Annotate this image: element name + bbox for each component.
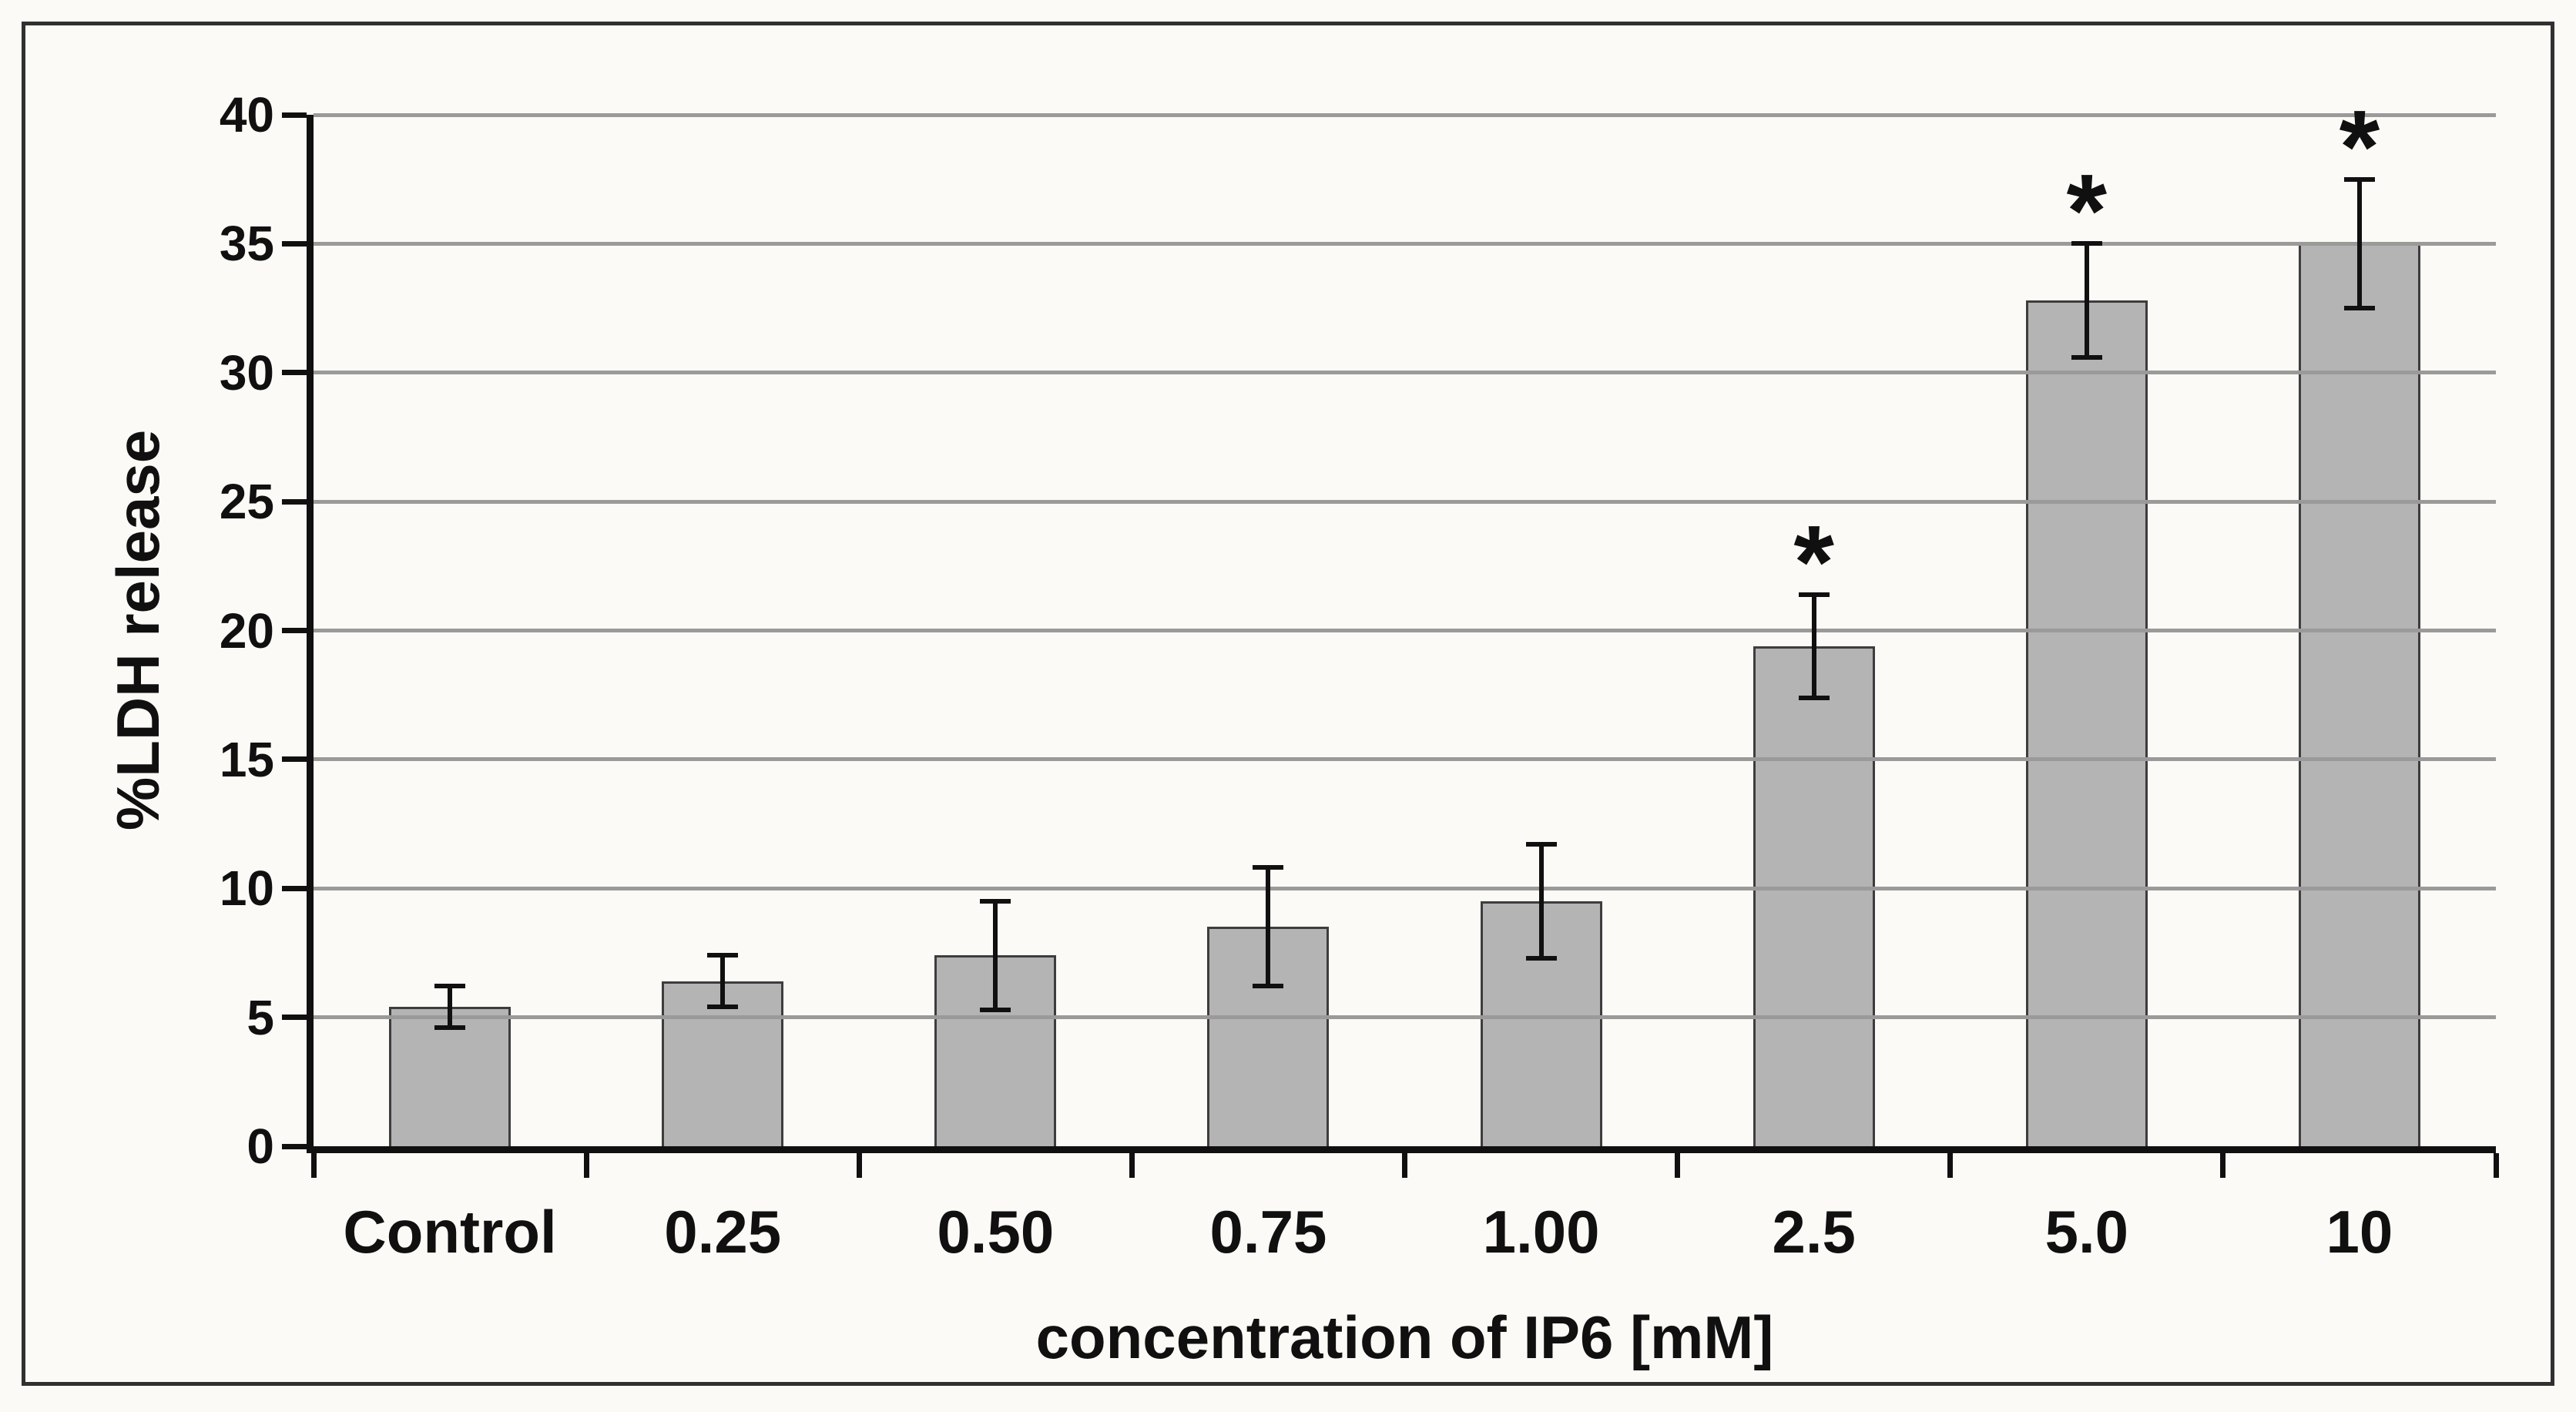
error-bar-cap-bottom (2343, 306, 2375, 311)
y-tick-label: 25 (219, 474, 274, 530)
x-tick-label: 2.5 (1772, 1198, 1856, 1266)
x-axis-tick (856, 1153, 862, 1178)
x-tick-label: 0.25 (664, 1198, 782, 1266)
error-bar-line (993, 901, 998, 1010)
y-tick-label: 0 (247, 1119, 274, 1174)
y-gridline (314, 241, 2496, 246)
error-bar-cap-bottom (707, 1004, 739, 1010)
error-bar-cap-bottom (980, 1007, 1011, 1012)
error-bar-cap-top (980, 898, 1011, 904)
x-axis-tick (1675, 1153, 1681, 1178)
error-bar-line (2356, 179, 2362, 309)
y-gridline (314, 371, 2496, 375)
significance-asterisk: * (2066, 153, 2108, 270)
x-axis-tick (1129, 1153, 1135, 1178)
plot-area (314, 112, 2496, 1146)
y-axis-tick (282, 885, 307, 891)
y-axis-tick (282, 628, 307, 633)
x-tick-label: 0.75 (1209, 1198, 1327, 1266)
y-axis-tick (282, 240, 307, 247)
error-bar-line (720, 955, 726, 1008)
y-gridline (314, 112, 2496, 117)
bar (1753, 646, 1875, 1146)
x-tick-label: 1.00 (1482, 1198, 1600, 1266)
error-bar-cap-top (2071, 241, 2102, 247)
y-tick-label: 40 (219, 87, 274, 143)
y-axis-tick (282, 1015, 307, 1021)
x-axis-tick (1402, 1153, 1407, 1178)
error-bar-cap-bottom (434, 1025, 466, 1030)
x-tick-label: Control (343, 1198, 557, 1266)
y-tick-label: 35 (219, 216, 274, 272)
x-axis-tick (310, 1153, 317, 1178)
y-tick-label: 20 (219, 602, 274, 659)
significance-asterisk: * (2339, 88, 2380, 205)
y-tick-label: 30 (219, 344, 274, 401)
error-bar-line (1266, 867, 1271, 987)
y-gridline (314, 886, 2496, 890)
x-tick-label: 10 (2326, 1198, 2393, 1266)
x-axis-tick (1947, 1153, 1954, 1178)
bar (2025, 300, 2148, 1146)
y-axis-tick (282, 1143, 307, 1149)
error-bar-cap-bottom (1253, 984, 1284, 989)
error-bar-cap-bottom (2071, 354, 2102, 360)
error-bar-cap-top (1798, 592, 1830, 597)
error-bar-cap-bottom (1798, 695, 1830, 700)
x-axis-tick (2493, 1153, 2499, 1178)
error-bar-cap-top (434, 984, 466, 989)
error-bar-line (1811, 594, 1816, 698)
y-gridline (314, 757, 2496, 762)
y-axis-tick (282, 756, 307, 763)
figure-frame (22, 22, 2554, 1386)
y-gridline (314, 629, 2496, 632)
error-bar-line (1538, 844, 1544, 958)
error-bar-cap-top (1525, 842, 1557, 847)
error-bar-cap-top (2343, 176, 2375, 182)
y-tick-label: 10 (219, 860, 274, 917)
y-tick-label: 15 (219, 731, 274, 787)
x-tick-label: 5.0 (2044, 1198, 2129, 1266)
y-axis-tick (282, 370, 307, 376)
y-tick-label: 5 (247, 989, 274, 1045)
y-gridline (314, 499, 2496, 504)
y-axis-tick (282, 498, 307, 505)
significance-asterisk: * (1793, 503, 1834, 620)
y-gridline (314, 1015, 2496, 1020)
x-axis-tick (583, 1153, 589, 1178)
x-axis-title: concentration of IP6 [mM] (1035, 1303, 1774, 1371)
y-axis-line (307, 115, 314, 1153)
error-bar-cap-top (707, 953, 739, 958)
error-bar-line (2084, 243, 2089, 357)
bar (2298, 243, 2420, 1146)
y-axis-tick (282, 112, 307, 118)
error-bar-cap-bottom (1525, 955, 1557, 961)
x-axis-tick (2220, 1153, 2226, 1178)
x-axis-line (307, 1146, 2496, 1153)
x-tick-label: 0.50 (937, 1198, 1055, 1266)
error-bar-cap-top (1253, 865, 1284, 870)
error-bar-line (448, 986, 453, 1028)
